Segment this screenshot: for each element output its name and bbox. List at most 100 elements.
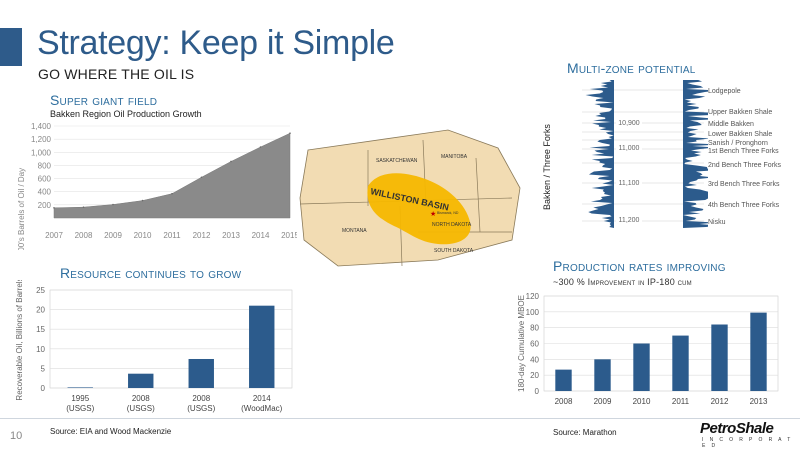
zone-label: Middle Bakken [708, 121, 754, 128]
resource-y-tick-label: 10 [36, 345, 45, 354]
production-subheading: ~300 % Improvement in IP-180 cum [553, 277, 692, 287]
map-label-saskatchewan: SASKATCHEWAN [376, 158, 418, 164]
petroshale-logo: PetroShale [700, 420, 774, 437]
resource-bar [188, 358, 214, 388]
petroshale-logo-subtitle: I N C O R P O R A T E D [702, 437, 793, 449]
area-point [289, 132, 291, 135]
zone-label: 1st Bench Three Forks [708, 148, 779, 155]
production-y-tick-label: 120 [526, 292, 540, 301]
production-area-series [53, 132, 291, 219]
well-log-depth-bg [616, 118, 642, 127]
production-x-tick-label: 2008 [555, 397, 573, 406]
zone-label: Lower Bakken Shale [708, 131, 773, 138]
page-title: Strategy: Keep it Simple [37, 24, 395, 62]
well-log-depth-bg [616, 215, 642, 224]
production-source: Source: Marathon [553, 428, 617, 437]
recoverable-oil-bar-chart: 05101520251995(USGS)2008(USGS)2008(USGS)… [15, 280, 293, 413]
production-bar [750, 312, 767, 391]
resource-x-tick-label: (WoodMac) [241, 404, 283, 413]
area-point [53, 207, 55, 209]
area-x-tick-label: 2014 [252, 231, 270, 240]
well-log-depth-label: 11,200 [619, 217, 640, 224]
area-x-tick-label: 2008 [75, 231, 93, 240]
production-x-tick-label: 2013 [750, 397, 768, 406]
resource-heading-text: Resource continues to grow [60, 265, 242, 281]
resource-y-tick-label: 20 [36, 306, 45, 315]
super-giant-heading-text: Super giant field [50, 92, 158, 108]
area-x-tick-label: 2009 [104, 231, 122, 240]
production-bar [594, 359, 611, 391]
area-y-tick-label: 600 [38, 175, 52, 184]
zone-label: Lodgepole [708, 88, 741, 95]
production-growth-caption: Bakken Region Oil Production Growth [50, 109, 202, 119]
zone-label: 4th Bench Three Forks [708, 202, 780, 209]
resource-heading: Resource continues to grow [60, 265, 241, 281]
resource-y-tick-label: 15 [36, 325, 45, 334]
resource-x-tick-label: 2008 [192, 394, 210, 403]
resource-x-tick-label: 2014 [253, 394, 271, 403]
area-y-tick-label: 200 [38, 201, 52, 210]
resource-x-tick-label: 2008 [132, 394, 150, 403]
area-point [259, 146, 262, 148]
production-y-tick-label: 40 [530, 355, 539, 364]
multizone-heading: Multi-zone potential [567, 60, 696, 76]
resource-bar [128, 373, 154, 388]
zone-label-list: Lodgepole Upper Bakken Shale Middle Bakken… [708, 88, 800, 238]
resource-x-tick-label: (USGS) [66, 404, 94, 413]
williston-basin-map: SASKATCHEWAN MANITOBA MONTANA NORTH DAKO… [298, 128, 530, 268]
area-x-tick-label: 2007 [45, 231, 63, 240]
well-log-trace-left [585, 80, 614, 228]
area-x-tick-label: 2010 [134, 231, 152, 240]
area-y-tick-label: 1,400 [31, 122, 52, 131]
production-y-tick-label: 20 [530, 371, 539, 380]
resource-y-tick-label: 5 [41, 364, 46, 373]
page-number: 10 [10, 430, 23, 442]
map-city-label: Bismarck, ND [437, 211, 459, 215]
map-label-north-dakota: NORTH DAKOTA [432, 222, 472, 228]
production-y-tick-label: 60 [530, 340, 539, 349]
map-city-star-icon: ★ [430, 210, 436, 218]
area-x-tick-label: 2011 [163, 231, 181, 240]
resource-x-tick-label: (USGS) [187, 404, 215, 413]
well-log-depth-bg [616, 178, 642, 187]
resource-x-tick-label: (USGS) [127, 404, 155, 413]
zone-label: Nisku [708, 219, 726, 226]
map-label-south-dakota: SOUTH DAKOTA [434, 248, 474, 254]
resource-bar [67, 387, 93, 388]
well-log-depth-bg [616, 143, 642, 152]
area-point [141, 199, 144, 202]
map-label-montana: MONTANA [342, 228, 367, 234]
area-y-tick-label: 1,000 [31, 148, 52, 157]
resource-y-axis-label: Recoverable Oil, Billions of Barrels [15, 280, 24, 401]
production-x-tick-label: 2012 [711, 397, 729, 406]
production-bar [555, 369, 572, 391]
resource-source: Source: EIA and Wood Mackenzie [50, 427, 172, 436]
production-heading-text: Production rates improving [553, 258, 726, 274]
zone-label: Upper Bakken Shale [708, 109, 773, 116]
resource-bar [249, 305, 275, 388]
well-log-trace-right [683, 80, 708, 228]
production-bar [633, 343, 650, 391]
resource-x-tick-label: 1995 [71, 394, 89, 403]
multizone-ylabel: Bakken / Three Forks [542, 124, 552, 210]
well-log-depth-label: 11,100 [619, 180, 640, 187]
area-point [112, 203, 114, 206]
page-subtitle: GO WHERE THE OIL IS [38, 66, 195, 82]
area-x-tick-label: 2012 [193, 231, 211, 240]
area-point [82, 206, 85, 208]
production-y-tick-label: 0 [535, 387, 540, 396]
super-giant-heading: Super giant field [50, 92, 157, 108]
area-x-tick-label: 2015 [281, 231, 297, 240]
area-y-tick-label: 400 [38, 188, 52, 197]
well-log-chart: 10,900 11,000 11,100 11,200 [582, 80, 708, 228]
area-y-tick-label: 1,200 [31, 135, 52, 144]
multizone-heading-text: Multi-zone potential [567, 60, 696, 76]
zone-label: 3rd Bench Three Forks [708, 181, 780, 188]
production-x-tick-label: 2009 [594, 397, 612, 406]
area-x-tick-label: 2013 [222, 231, 240, 240]
well-log-depth-label: 11,000 [619, 145, 640, 152]
area-point [200, 176, 203, 179]
production-y-axis-label: 180-day Cumulative MBOE [517, 295, 526, 392]
production-heading: Production rates improving [553, 258, 726, 274]
production-y-tick-label: 80 [530, 324, 539, 333]
